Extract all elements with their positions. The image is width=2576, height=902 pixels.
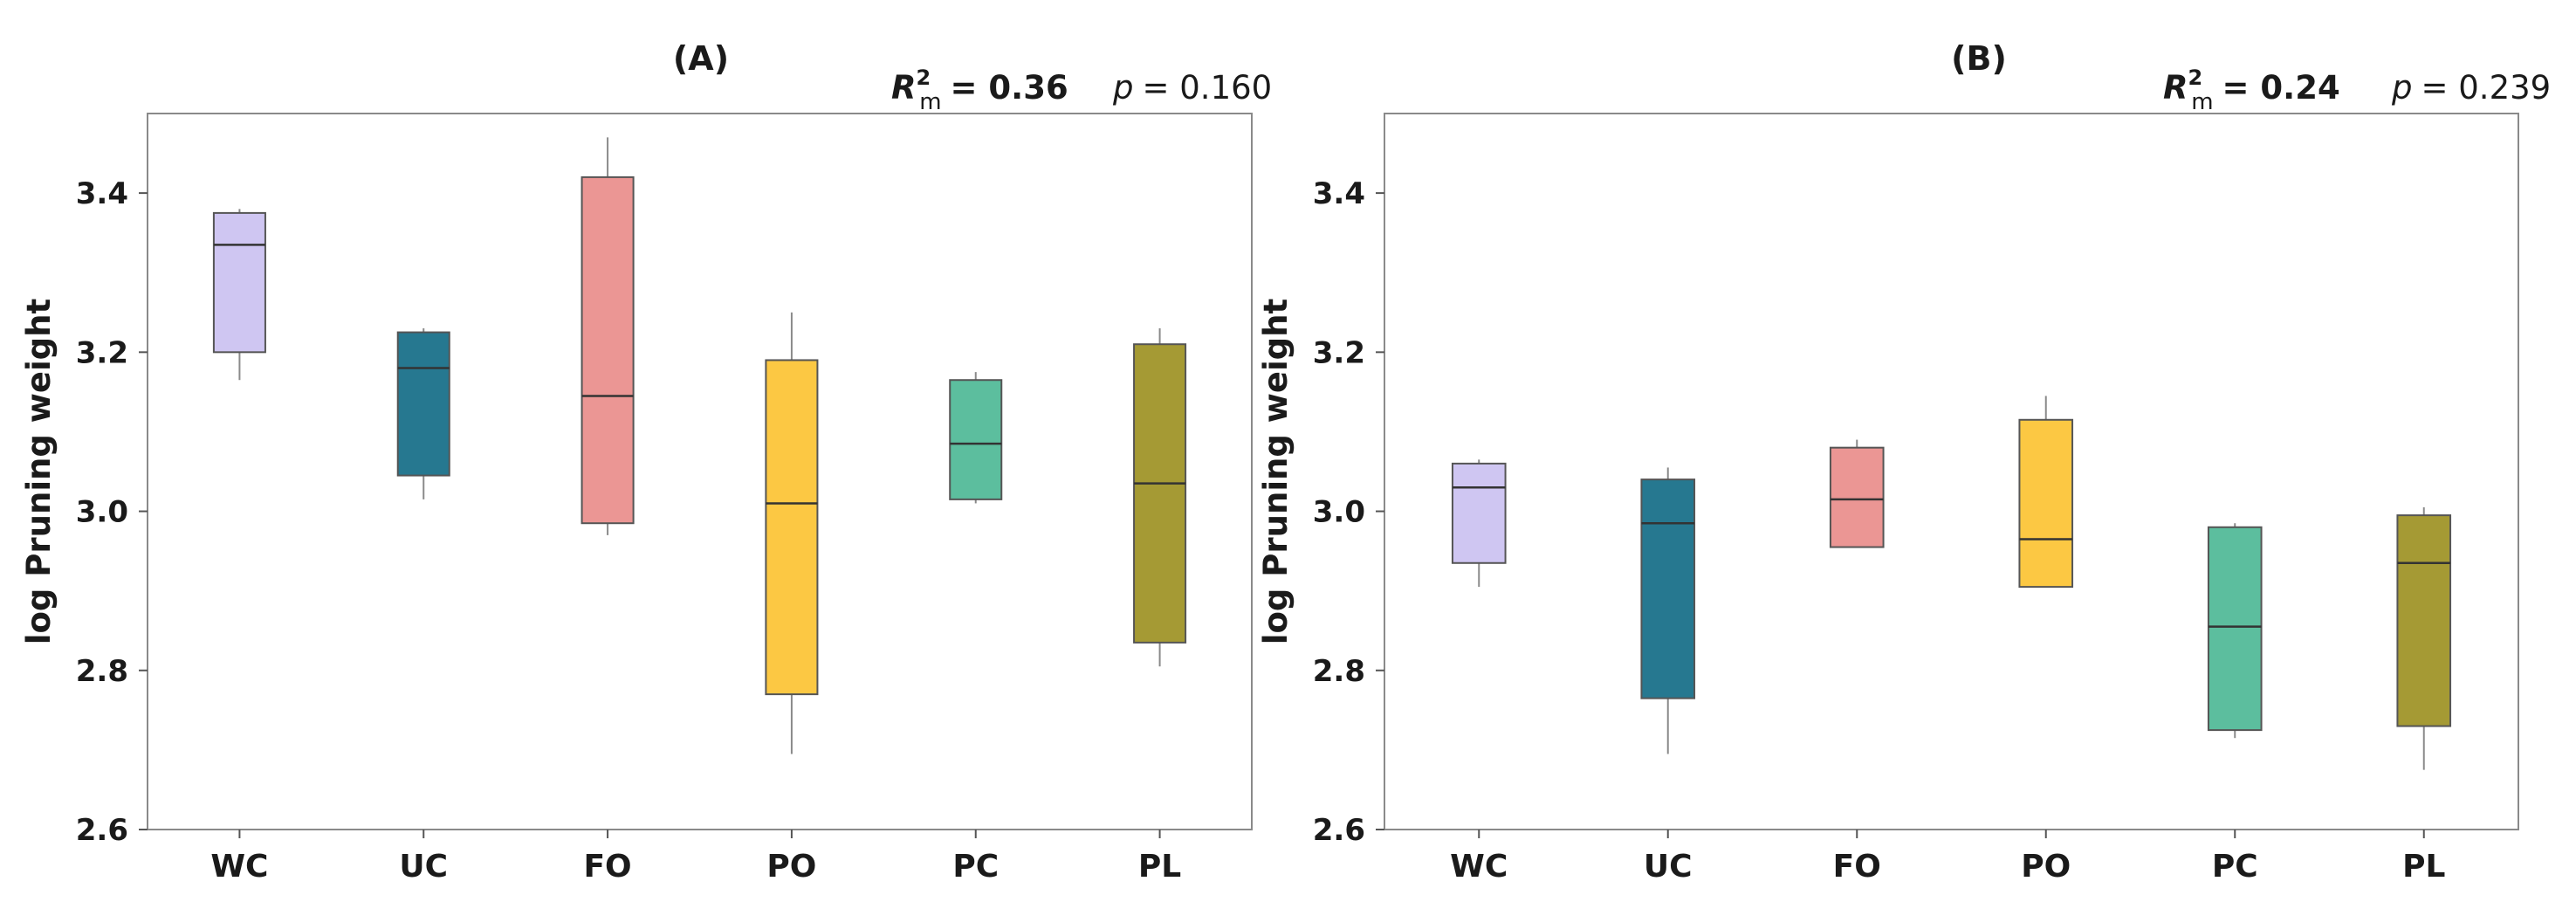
y-tick-label: 2.8 xyxy=(76,654,128,689)
y-tick-label: 3.4 xyxy=(1313,176,1365,211)
r2-statistic: R2 m = 0.24 xyxy=(2163,65,2340,115)
y-tick-label: 2.6 xyxy=(76,813,128,848)
box-pl xyxy=(1133,343,1187,644)
p-statistic: p = 0.239 xyxy=(2391,69,2551,107)
x-tick-label: PO xyxy=(766,849,816,885)
x-tick-label: PC xyxy=(2212,849,2258,885)
box-wc xyxy=(1451,462,1507,564)
y-axis-title: log Pruning weight xyxy=(1257,299,1295,644)
box-wc xyxy=(212,211,266,354)
panel-title: (B) xyxy=(1951,39,2007,78)
box-uc xyxy=(1640,479,1696,699)
x-tick-label: UC xyxy=(399,849,448,885)
y-tick-label: 3.0 xyxy=(1313,495,1365,530)
y-tick-label: 2.8 xyxy=(1313,654,1365,689)
x-tick-label: PL xyxy=(1138,849,1181,885)
x-tick-label: FO xyxy=(1833,849,1881,885)
x-tick-label: FO xyxy=(583,849,631,885)
panel-title: (A) xyxy=(673,39,729,78)
box-po xyxy=(765,359,819,696)
box-fo xyxy=(580,176,635,525)
box-pl xyxy=(2396,514,2452,727)
y-tick-label: 3.4 xyxy=(76,176,128,211)
plot-frame xyxy=(147,113,1253,830)
plot-frame xyxy=(1384,113,2519,830)
x-tick-label: PO xyxy=(2021,849,2071,885)
x-tick-label: PC xyxy=(952,849,999,885)
y-tick-label: 3.0 xyxy=(76,495,128,530)
box-pc xyxy=(2207,526,2263,732)
y-tick-label: 2.6 xyxy=(1313,813,1365,848)
y-tick-label: 3.2 xyxy=(76,335,128,370)
x-tick-label: UC xyxy=(1644,849,1693,885)
box-po xyxy=(2018,418,2074,589)
y-axis-title: log Pruning weight xyxy=(20,299,58,644)
x-tick-label: PL xyxy=(2402,849,2445,885)
p-statistic: p = 0.160 xyxy=(1112,69,1272,107)
chart-panel-a: 2.6 2.8 3.0 3.2 3.4 log Pruning weight WC UC FO P… xyxy=(20,39,1272,885)
x-tick-label: WC xyxy=(210,849,268,885)
box-uc xyxy=(396,331,450,477)
x-tick-label: WC xyxy=(1450,849,1508,885)
chart-panel-b: 2.6 2.8 3.0 3.2 3.4 log Pruning weight WC UC FO P… xyxy=(1257,39,2551,885)
box-fo xyxy=(1829,446,1885,548)
box-pc xyxy=(949,379,1003,500)
y-tick-label: 3.2 xyxy=(1313,335,1365,370)
r2-statistic: R2 m = 0.36 xyxy=(891,65,1068,115)
